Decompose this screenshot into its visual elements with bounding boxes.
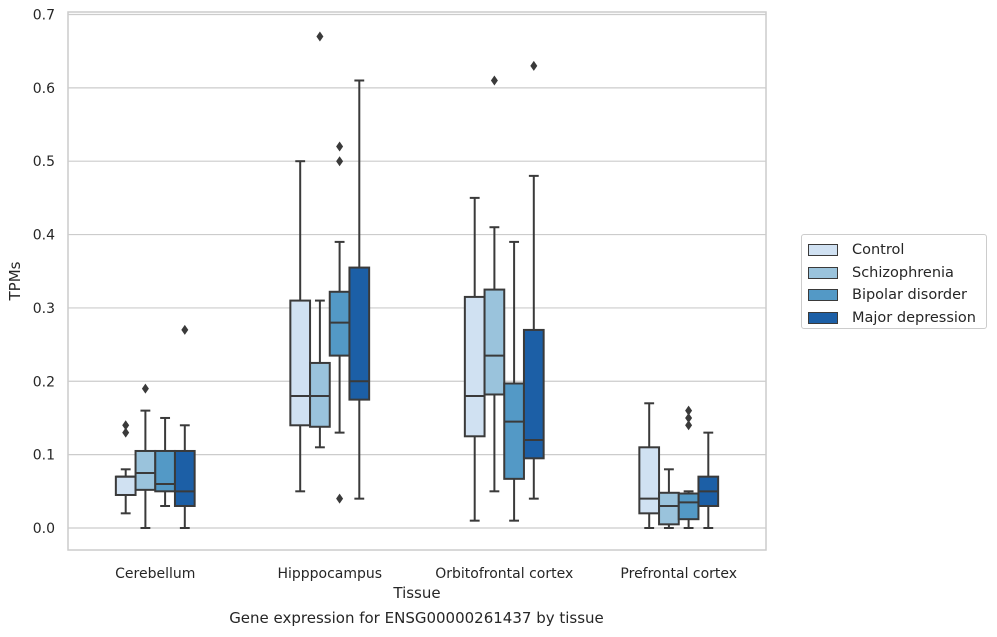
box-control: [463, 196, 486, 522]
outlier-point: [336, 156, 344, 167]
y-tick-label: 0.3: [33, 301, 55, 317]
legend-label: Major depression: [852, 310, 976, 327]
legend-swatch: [808, 244, 838, 257]
y-tick-label: 0.6: [33, 81, 55, 97]
box-schizophrenia: [134, 383, 157, 529]
box-iqr: [503, 382, 525, 480]
y-tick-label: 0.7: [33, 7, 55, 23]
box-major-depression: [697, 431, 720, 529]
box-iqr: [463, 295, 486, 438]
box-iqr: [348, 266, 371, 401]
outlier-point: [490, 75, 498, 86]
box-iqr: [114, 475, 137, 496]
box-bipolar-disorder: [328, 141, 351, 504]
x-tick-label: Prefrontal cortex: [620, 566, 737, 582]
box-iqr: [134, 449, 157, 491]
legend-label: Bipolar disorder: [852, 287, 967, 304]
box-iqr: [658, 491, 680, 526]
y-tick-label: 0.5: [33, 154, 55, 170]
outlier-point: [685, 420, 693, 431]
legend-item: Control: [808, 239, 986, 262]
box-control: [289, 160, 312, 493]
legend-swatch: [808, 266, 838, 279]
box-control: [638, 402, 661, 529]
legend-swatch: [808, 289, 838, 302]
y-tick-label: 0.0: [33, 521, 55, 537]
chart-legend: Control Schizophrenia Bipolar disorder Majo…: [801, 234, 987, 329]
box-schizophrenia: [483, 75, 506, 493]
outlier-point: [530, 60, 538, 71]
box-iqr: [154, 449, 176, 493]
legend-label: Control: [852, 242, 905, 259]
box-bipolar-disorder: [677, 405, 700, 529]
box-iqr: [309, 361, 331, 428]
y-axis-ticks: 0.0 0.1 0.2 0.3 0.4 0.5 0.6 0.7: [33, 7, 55, 537]
outlier-point: [122, 427, 130, 438]
x-tick-label: Cerebellum: [115, 566, 195, 582]
box-control: [114, 420, 137, 515]
box-iqr: [328, 290, 351, 357]
outlier-point: [685, 412, 693, 423]
box-iqr: [522, 328, 545, 460]
x-tick-label: Hipppocampus: [277, 566, 382, 582]
outlier-point: [316, 31, 324, 42]
box-major-depression: [348, 79, 371, 500]
chart-caption: Gene expression for ENSG00000261437 by t…: [229, 609, 604, 627]
legend-swatch: [808, 312, 838, 325]
x-axis-title: Tissue: [392, 584, 440, 602]
outlier-point: [181, 324, 189, 335]
box-iqr: [638, 446, 661, 515]
outlier-point: [685, 405, 693, 416]
legend-label: Schizophrenia: [852, 264, 954, 281]
box-iqr: [483, 288, 506, 396]
box-major-depression: [522, 60, 545, 500]
box-bipolar-disorder: [503, 240, 525, 522]
box-iqr: [677, 492, 700, 521]
box-schizophrenia: [309, 31, 331, 449]
legend-item: Major depression: [808, 307, 986, 330]
outlier-point: [122, 420, 130, 431]
outlier-point: [336, 141, 344, 152]
y-tick-label: 0.1: [33, 448, 55, 464]
box-major-depression: [173, 324, 196, 529]
legend-item: Schizophrenia: [808, 262, 986, 285]
x-axis-ticks: Cerebellum Hipppocampus Orbitofrontal cort…: [115, 566, 737, 582]
outlier-point: [141, 383, 149, 394]
box-iqr: [173, 449, 196, 507]
y-tick-label: 0.2: [33, 374, 55, 390]
legend-item: Bipolar disorder: [808, 284, 986, 307]
box-bipolar-disorder: [154, 416, 176, 507]
box-iqr: [289, 299, 312, 427]
box-series: [114, 31, 720, 529]
y-axis-title: TPMs: [6, 261, 24, 301]
y-tick-label: 0.4: [33, 228, 55, 244]
outlier-point: [336, 493, 344, 504]
x-tick-label: Orbitofrontal cortex: [435, 566, 573, 582]
